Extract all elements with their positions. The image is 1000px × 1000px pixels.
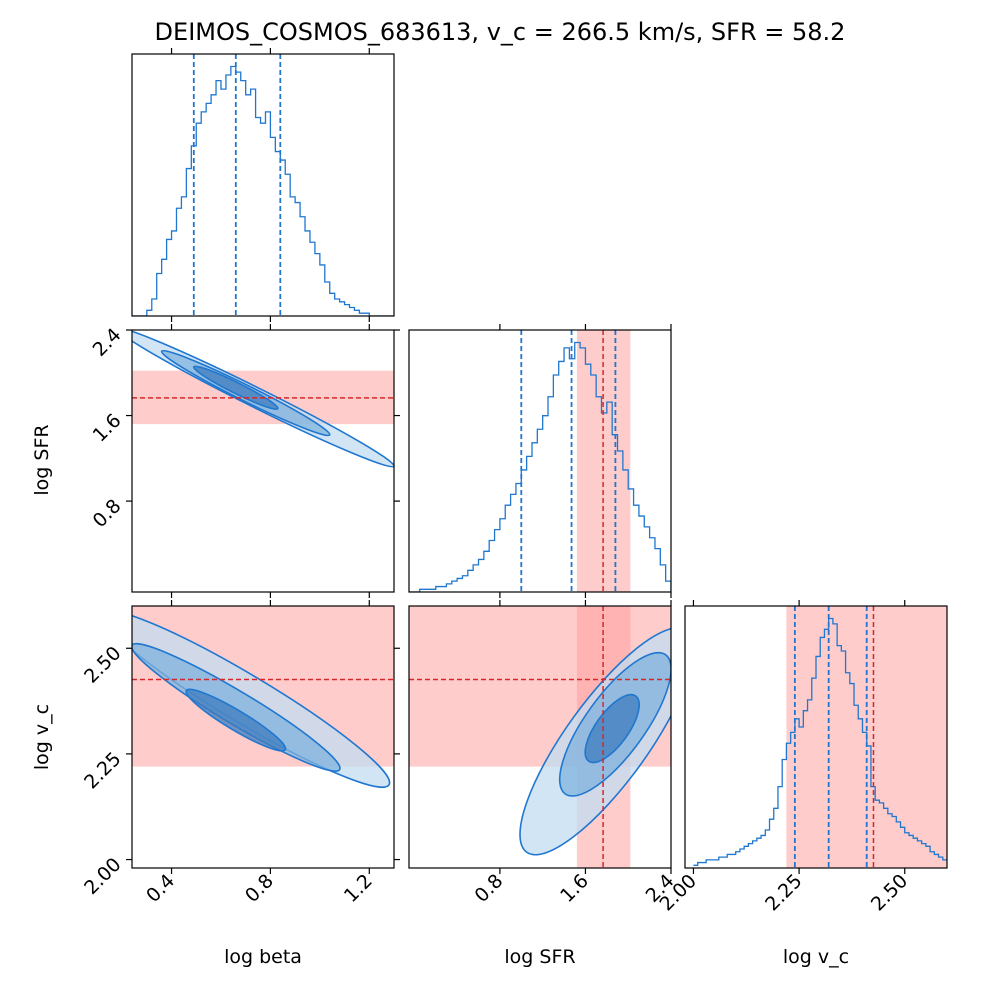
y-tick-label: 0.8 — [89, 495, 126, 532]
xlabel-log-v-c: log v_c — [783, 946, 849, 968]
panel-frame — [684, 605, 948, 869]
contour-panel-log-beta-vs-log-v-c — [131, 605, 395, 869]
histogram-panel-log-v-c — [684, 605, 948, 869]
ylabel-log-v-c: log v_c — [31, 704, 53, 770]
x-tick-label: 0.4 — [142, 870, 179, 907]
panel-frame — [131, 329, 395, 593]
x-tick-label: 0.8 — [471, 870, 508, 907]
panel-frame — [131, 605, 395, 869]
histogram-step-line — [409, 341, 671, 592]
xlabel-log-sfr: log SFR — [504, 946, 575, 968]
xlabel-log-beta: log beta — [224, 946, 302, 968]
y-tick-label: 2.4 — [89, 324, 126, 361]
histogram-step-line — [132, 65, 394, 316]
observed-band — [786, 606, 947, 868]
figure-title: DEIMOS_COSMOS_683613, v_c = 266.5 km/s, … — [155, 18, 846, 46]
histogram-step-line — [693, 617, 947, 866]
y-tick-label: 2.50 — [80, 642, 125, 687]
axis-labels: log beta log SFR log v_c log SFR log v_c — [31, 424, 849, 968]
histogram-panel-log-sfr — [408, 329, 672, 593]
panels: 0.4 0.8 1.2 0.8 1.6 2.42.00 2.25 2.500.81.62.42… — [80, 48, 948, 915]
y-tick-label: 1.6 — [89, 410, 126, 447]
panel-frame — [408, 605, 672, 869]
y-tick-label: 2.25 — [80, 748, 125, 793]
ylabel-log-sfr: log SFR — [31, 424, 53, 495]
histogram-panel-log-beta — [131, 53, 395, 317]
contour-panel-log-beta-vs-log-sfr — [131, 329, 395, 593]
x-tick-label: 2.25 — [761, 870, 806, 915]
y-tick-label: 2.00 — [80, 854, 125, 899]
x-tick-label: 0.8 — [241, 870, 278, 907]
contour-inner — [584, 693, 640, 764]
x-tick-label: 1.6 — [556, 870, 593, 907]
x-tick-label: 2.50 — [867, 870, 912, 915]
contour-panel-log-sfr-vs-log-v-c — [408, 605, 672, 869]
x-tick-label: 1.2 — [340, 870, 377, 907]
panel-frame — [131, 53, 395, 317]
panel-frame — [408, 329, 672, 593]
contour-inner — [185, 688, 287, 752]
